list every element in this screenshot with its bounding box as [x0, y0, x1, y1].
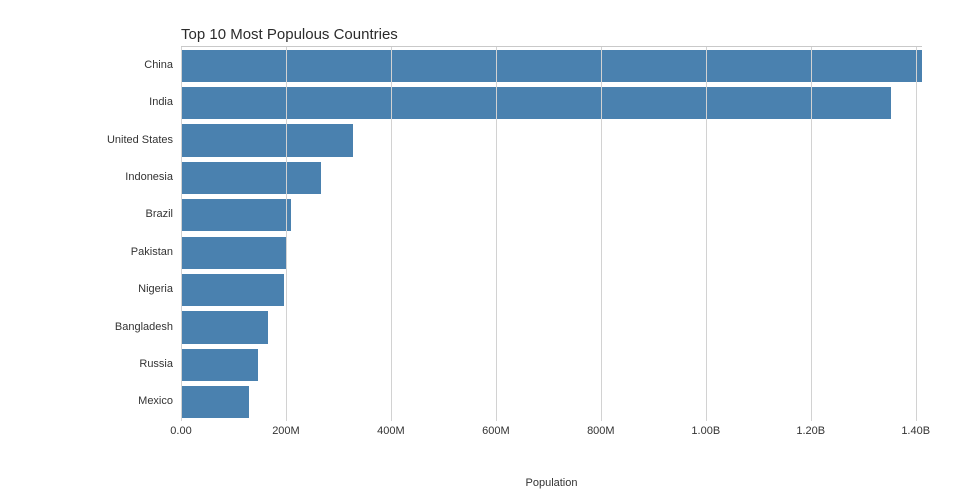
- bar: [181, 124, 354, 157]
- bar: [181, 311, 268, 344]
- category-label: India: [149, 96, 173, 109]
- gridline: [390, 47, 392, 421]
- bar: [181, 161, 322, 195]
- gridline: [705, 47, 707, 421]
- gridline: [600, 47, 602, 421]
- bar: [181, 386, 249, 419]
- category-label: Mexico: [138, 395, 173, 408]
- category-label: Russia: [139, 357, 173, 370]
- bar: [181, 273, 284, 307]
- category-label: Nigeria: [138, 283, 173, 296]
- x-tick-label: 400M: [377, 425, 405, 437]
- gridline: [181, 47, 182, 421]
- category-label: Bangladesh: [114, 320, 173, 333]
- gridline: [285, 47, 287, 421]
- gridline: [495, 47, 497, 421]
- category-label: Indonesia: [125, 170, 173, 183]
- category-label: Pakistan: [130, 245, 173, 258]
- bar: [181, 86, 891, 120]
- x-tick-label: 1.40B: [901, 425, 931, 437]
- x-tick-label: 600M: [482, 425, 510, 437]
- category-label: United States: [106, 133, 173, 146]
- x-tick-label: 800M: [587, 425, 615, 437]
- gridline: [810, 47, 812, 421]
- x-tick-label: 1.20B: [796, 425, 826, 437]
- bar: [181, 49, 922, 82]
- bar: [181, 236, 287, 269]
- x-axis-label: Population: [525, 477, 578, 489]
- bar: [181, 199, 292, 232]
- x-tick-label: 0.00: [170, 425, 192, 437]
- plot-area: [181, 46, 922, 421]
- x-tick-label: 200M: [272, 425, 300, 437]
- bar: [181, 348, 258, 382]
- x-tick-label: 1.00B: [691, 425, 721, 437]
- chart-title: Top 10 Most Populous Countries: [181, 26, 398, 43]
- gridline: [915, 47, 917, 421]
- category-label: China: [144, 58, 173, 71]
- category-label: Brazil: [145, 208, 173, 221]
